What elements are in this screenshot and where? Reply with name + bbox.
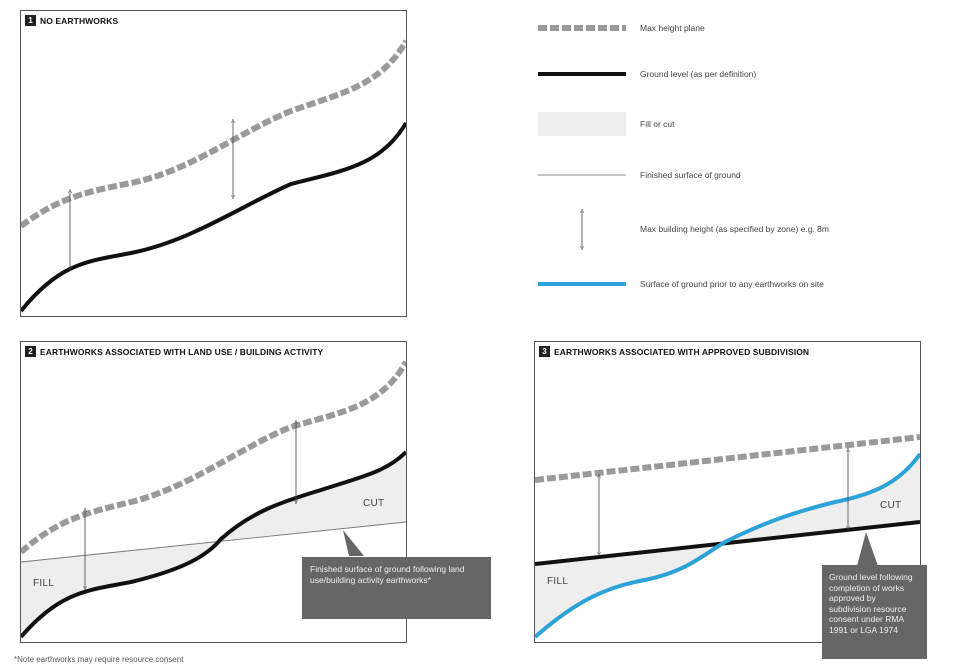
legend-label: Max height plane [640,22,705,33]
max-height-plane-line [21,360,406,555]
max-height-plane-line [21,39,406,229]
panel-number: 1 [25,15,36,26]
panel-subdivision-earthworks: 3 EARTHWORKS ASSOCIATED WITH APPROVED SU… [534,341,921,643]
finished-surface-callout: Finished surface of ground following lan… [302,557,491,619]
panel-title-text: EARTHWORKS ASSOCIATED WITH LAND USE / BU… [40,346,324,357]
legend-label: Surface of ground prior to any earthwork… [640,278,824,289]
cut-label: CUT [363,498,385,509]
prior-surface-line [535,452,920,639]
legend-label: Finished surface of ground [640,169,741,180]
panel-no-earthworks: 1 NO EARTHWORKS [20,10,407,317]
legend-label: Max building height (as specified by zon… [640,223,829,234]
diagram-no-earthworks [21,39,406,313]
callout-pointer [343,530,364,556]
max-height-plane-line [535,434,920,483]
legend-label: Ground level (as per definition) [640,68,757,79]
legend-item-max-building-height: Max building height (as specified by zon… [536,206,840,252]
legend-label: Fill or cut [640,118,675,129]
diagram-land-use-earthworks [21,360,406,639]
panel-title-text: EARTHWORKS ASSOCIATED WITH APPROVED SUBD… [554,346,810,357]
legend-item-fill-or-cut: Fill or cut [536,112,674,136]
panel-title: 2 EARTHWORKS ASSOCIATED WITH LAND USE / … [25,346,323,357]
fill-label: FILL [547,576,569,587]
panel-title: 3 EARTHWORKS ASSOCIATED WITH APPROVED SU… [539,346,809,357]
diagram-subdivision-earthworks [535,434,920,639]
panel-land-use-earthworks: 2 EARTHWORKS ASSOCIATED WITH LAND USE / … [20,341,407,643]
panel-title: 1 NO EARTHWORKS [25,15,118,26]
ground-level-line [535,520,920,566]
legend-item-ground-level: Ground level (as per definition) [536,62,756,86]
ground-level-line [21,121,406,313]
cut-label: CUT [880,500,902,511]
panel-title-text: NO EARTHWORKS [40,15,119,26]
fill-label: FILL [33,578,55,589]
legend-item-surface-prior: Surface of ground prior to any earthwork… [536,272,824,296]
legend-item-max-height-plane: Max height plane [536,16,705,40]
panel-number: 3 [539,346,550,357]
legend-item-finished-surface: Finished surface of ground [536,163,741,187]
callout-pointer [857,532,878,566]
ground-level-callout: Ground level following completion of wor… [822,565,927,659]
ground-level-line [21,450,406,639]
footnote: *Note earthworks may require resource co… [14,655,184,664]
panel-number: 2 [25,346,36,357]
